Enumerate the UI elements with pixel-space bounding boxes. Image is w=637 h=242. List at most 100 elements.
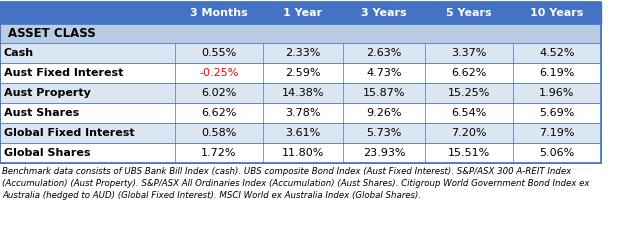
Bar (0, 24, 601, 43)
Bar (513, 123, 601, 143)
Bar (425, 63, 513, 83)
Bar (343, 83, 425, 103)
Text: 6.19%: 6.19% (540, 68, 575, 78)
Bar (0, 63, 601, 83)
Text: 0.58%: 0.58% (201, 128, 237, 138)
Bar (0, 103, 601, 123)
Bar (343, 123, 425, 143)
Text: 3 Months: 3 Months (190, 8, 248, 18)
Text: Australia (hedged to AUD) (Global Fixed Interest). MSCI World ex Australia Index: Australia (hedged to AUD) (Global Fixed … (2, 191, 421, 200)
Text: (Accumulation) (Aust Property). S&P/ASX All Ordinaries Index (Accumulation) (Aus: (Accumulation) (Aust Property). S&P/ASX … (2, 179, 589, 188)
Bar (175, 103, 263, 123)
Bar (0, 143, 175, 163)
Text: Benchmark data consists of UBS Bank Bill Index (cash). UBS composite Bond Index : Benchmark data consists of UBS Bank Bill… (2, 167, 571, 176)
Bar (513, 83, 601, 103)
Text: Aust Shares: Aust Shares (4, 108, 79, 118)
Bar (0, 103, 175, 123)
Bar (0, 103, 601, 123)
Text: 3.61%: 3.61% (285, 128, 320, 138)
Bar (0, 83, 601, 103)
Text: 6.62%: 6.62% (451, 68, 487, 78)
Text: 7.19%: 7.19% (540, 128, 575, 138)
Bar (0, 2, 601, 24)
Text: 11.80%: 11.80% (282, 148, 324, 158)
Bar (0, 143, 601, 163)
Bar (0, 2, 601, 24)
Bar (263, 103, 343, 123)
Text: 15.51%: 15.51% (448, 148, 490, 158)
Bar (0, 63, 601, 83)
Bar (513, 63, 601, 83)
Bar (513, 2, 601, 24)
Text: 2.59%: 2.59% (285, 68, 321, 78)
Text: 14.38%: 14.38% (282, 88, 324, 98)
Bar (263, 2, 343, 24)
Bar (0, 43, 601, 63)
Text: 3.37%: 3.37% (451, 48, 487, 58)
Bar (263, 123, 343, 143)
Text: 15.87%: 15.87% (362, 88, 405, 98)
Bar (0, 43, 175, 63)
Text: 6.02%: 6.02% (201, 88, 237, 98)
Bar (0, 2, 175, 24)
Text: 9.26%: 9.26% (366, 108, 402, 118)
Text: 3 Years: 3 Years (361, 8, 407, 18)
Bar (0, 2, 601, 163)
Text: 0.55%: 0.55% (201, 48, 236, 58)
Bar (0, 123, 601, 143)
Bar (513, 43, 601, 63)
Text: 5.69%: 5.69% (540, 108, 575, 118)
Text: 4.73%: 4.73% (366, 68, 402, 78)
Bar (263, 63, 343, 83)
Bar (425, 143, 513, 163)
Bar (343, 63, 425, 83)
Bar (175, 83, 263, 103)
Text: 1.96%: 1.96% (540, 88, 575, 98)
Bar (0, 63, 175, 83)
Bar (425, 43, 513, 63)
Text: 1.72%: 1.72% (201, 148, 237, 158)
Text: 7.20%: 7.20% (451, 128, 487, 138)
Text: -0.25%: -0.25% (199, 68, 239, 78)
Bar (0, 43, 601, 63)
Bar (263, 83, 343, 103)
Bar (175, 123, 263, 143)
Bar (425, 103, 513, 123)
Bar (175, 143, 263, 163)
Text: Global Fixed Interest: Global Fixed Interest (4, 128, 134, 138)
Text: Aust Property: Aust Property (4, 88, 91, 98)
Bar (175, 43, 263, 63)
Text: 15.25%: 15.25% (448, 88, 490, 98)
Bar (425, 83, 513, 103)
Text: 5.73%: 5.73% (366, 128, 402, 138)
Text: 1 Year: 1 Year (283, 8, 322, 18)
Text: 23.93%: 23.93% (362, 148, 405, 158)
Text: 4.52%: 4.52% (540, 48, 575, 58)
Text: Aust Fixed Interest: Aust Fixed Interest (4, 68, 124, 78)
Bar (425, 123, 513, 143)
Text: Global Shares: Global Shares (4, 148, 90, 158)
Bar (263, 143, 343, 163)
Bar (0, 83, 175, 103)
Bar (513, 103, 601, 123)
Bar (343, 43, 425, 63)
Bar (0, 143, 601, 163)
Bar (0, 24, 601, 43)
Bar (0, 2, 601, 163)
Text: 6.54%: 6.54% (451, 108, 487, 118)
Bar (343, 2, 425, 24)
Text: 10 Years: 10 Years (531, 8, 583, 18)
Bar (0, 83, 601, 103)
Text: ASSET CLASS: ASSET CLASS (8, 27, 96, 40)
Bar (425, 2, 513, 24)
Text: 6.62%: 6.62% (201, 108, 237, 118)
Bar (0, 123, 175, 143)
Bar (343, 103, 425, 123)
Text: Cash: Cash (4, 48, 34, 58)
Bar (0, 123, 601, 143)
Bar (175, 2, 263, 24)
Text: 5 Years: 5 Years (446, 8, 492, 18)
Bar (513, 143, 601, 163)
Text: 2.33%: 2.33% (285, 48, 320, 58)
Text: 2.63%: 2.63% (366, 48, 402, 58)
